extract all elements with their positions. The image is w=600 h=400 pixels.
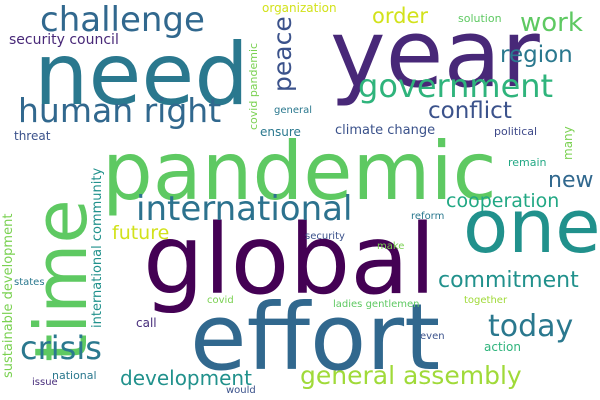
word: many	[561, 126, 575, 160]
word: order	[372, 4, 428, 28]
word: government	[358, 67, 554, 105]
word: year	[330, 0, 540, 109]
word: ladies gentlemen	[333, 299, 420, 310]
word: call	[136, 316, 157, 330]
word: commitment	[438, 268, 579, 293]
word: even	[420, 331, 445, 342]
word: work	[520, 8, 583, 38]
word: covid pandemic	[247, 42, 260, 130]
word: security	[305, 231, 345, 242]
word: remain	[508, 156, 547, 169]
word: future	[112, 222, 170, 244]
word: general	[274, 105, 313, 116]
word: need	[34, 25, 249, 125]
word: organization	[262, 1, 337, 15]
word: challenge	[40, 0, 205, 40]
word: make	[377, 241, 405, 252]
word: international	[136, 189, 353, 229]
word: development	[120, 366, 252, 390]
word: together	[464, 295, 508, 306]
word: political	[494, 125, 538, 138]
word: national	[52, 369, 97, 382]
word: cooperation	[446, 190, 560, 212]
word: reform	[411, 211, 445, 222]
word: peace	[268, 16, 297, 92]
word: pandemic	[102, 125, 497, 218]
word: ensure	[260, 125, 301, 139]
word: crisis	[20, 329, 102, 367]
word: conflict	[428, 98, 512, 124]
word: today	[488, 309, 574, 344]
word: general assembly	[300, 361, 522, 390]
word: action	[484, 340, 521, 354]
word: states	[14, 277, 45, 288]
word: issue	[32, 377, 58, 388]
word: region	[500, 42, 573, 68]
word: security council	[9, 32, 119, 48]
word: would	[226, 385, 256, 396]
word: threat	[14, 129, 51, 143]
word: covid	[207, 295, 234, 306]
word: international community	[90, 167, 105, 328]
word: climate change	[335, 123, 436, 138]
word: global	[143, 204, 436, 316]
word: one	[463, 184, 600, 270]
word: new	[548, 168, 594, 193]
word: sustainable development	[1, 213, 16, 378]
word: solution	[458, 12, 502, 25]
word: human right	[18, 91, 222, 130]
word: effort	[190, 284, 441, 391]
